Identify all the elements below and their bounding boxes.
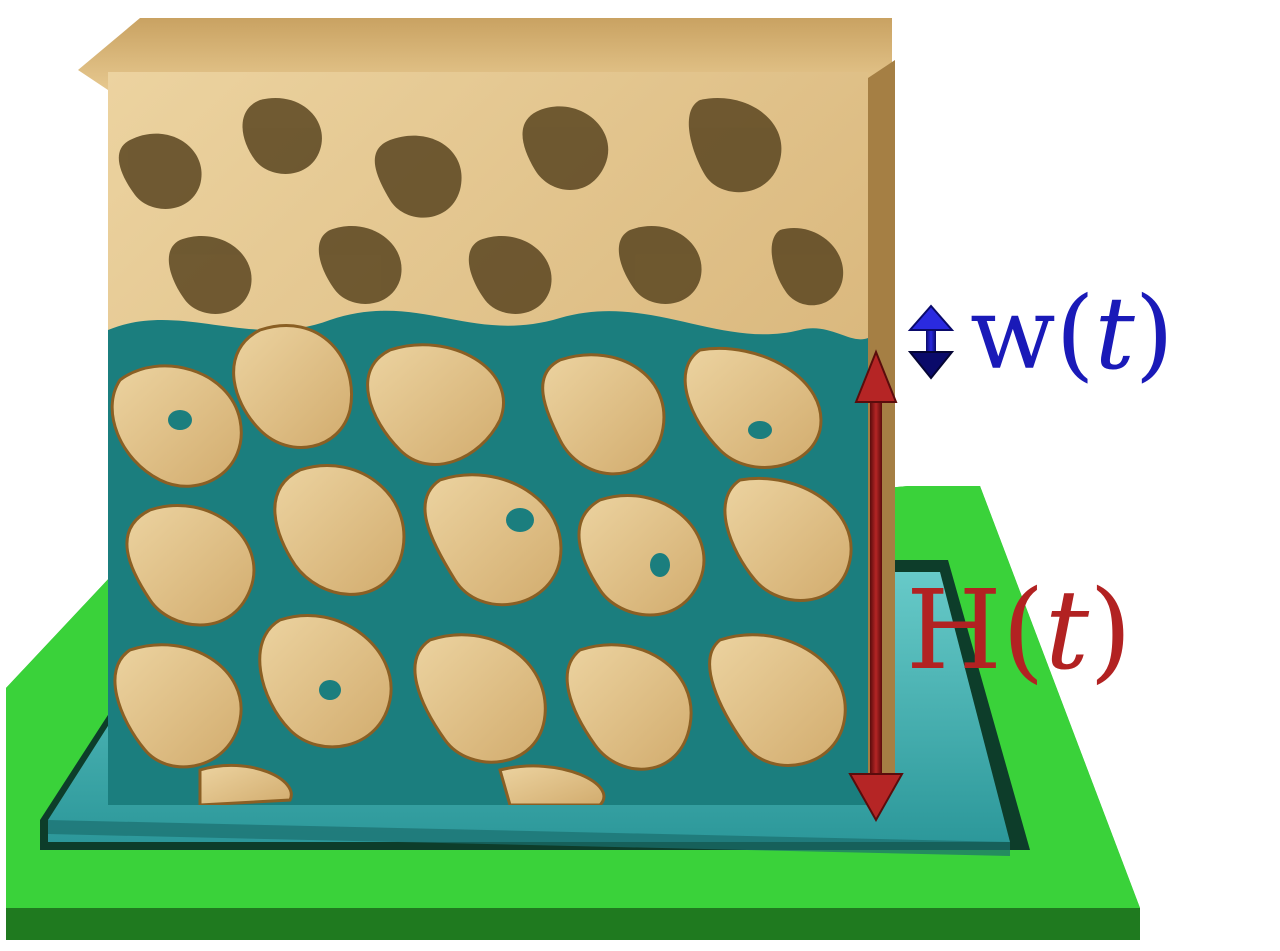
height-label-close: ) [1089, 566, 1132, 694]
width-label-var: t [1095, 275, 1136, 392]
porous-cube [78, 18, 895, 806]
dry-region [118, 98, 844, 314]
height-label: H(t) [906, 566, 1132, 694]
width-label-prefix: w( [970, 275, 1095, 392]
height-arrow [848, 349, 904, 823]
wetted-region [108, 310, 868, 805]
width-label: w(t) [970, 275, 1174, 392]
width-arrow [907, 304, 955, 380]
height-label-var: t [1045, 566, 1090, 694]
height-label-prefix: H( [906, 566, 1045, 694]
width-label-close: ) [1135, 275, 1174, 392]
